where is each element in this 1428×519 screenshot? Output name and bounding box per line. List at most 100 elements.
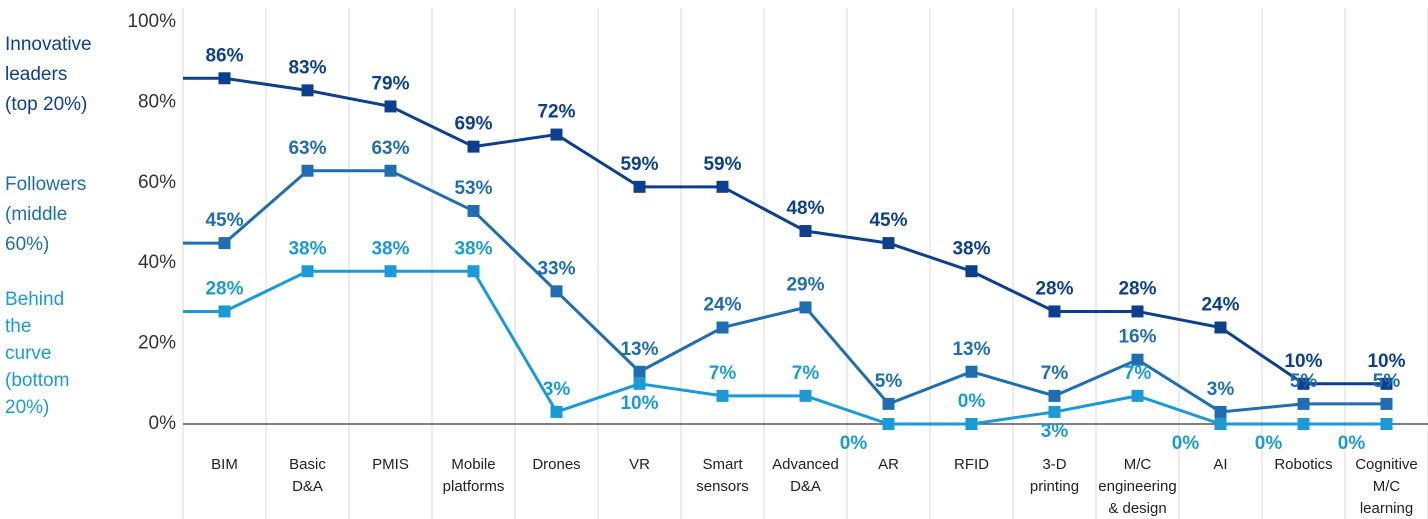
marker (1380, 397, 1393, 410)
data-label: 59% (703, 154, 741, 175)
x-tick-label: & design (1108, 500, 1166, 517)
data-label: 7% (1124, 363, 1152, 384)
data-label: 53% (454, 178, 492, 199)
legend-label: curve (5, 343, 51, 364)
marker (1297, 377, 1310, 390)
data-label: 5% (1373, 371, 1401, 392)
legend-label: (middle (5, 204, 67, 225)
data-label: 3% (543, 379, 571, 400)
marker (1131, 305, 1144, 318)
data-label: 28% (205, 278, 243, 299)
marker (1297, 418, 1310, 430)
legend-label: 60%) (5, 234, 49, 255)
marker (799, 225, 812, 238)
x-tick-label: Advanced (772, 456, 839, 473)
x-tick-label: RFID (954, 456, 989, 473)
data-label: 83% (288, 57, 326, 78)
data-label: 33% (537, 258, 575, 279)
marker (1380, 418, 1393, 430)
marker (218, 237, 231, 250)
x-tick-label: printing (1030, 478, 1079, 495)
marker (301, 164, 314, 177)
data-label: 13% (620, 339, 658, 360)
data-label: 24% (703, 295, 741, 316)
marker (1297, 397, 1310, 410)
data-label: 7% (709, 363, 737, 384)
data-label: 0% (1255, 433, 1283, 454)
y-tick-label: 20% (138, 333, 176, 354)
data-label: 48% (786, 198, 824, 219)
y-tick-label: 80% (138, 91, 176, 112)
marker (384, 164, 397, 177)
marker (550, 405, 563, 418)
data-label: 3% (1207, 379, 1235, 400)
legend-label: the (5, 316, 31, 337)
data-label: 0% (1172, 433, 1200, 454)
data-label: 86% (205, 45, 243, 66)
marker (1214, 418, 1227, 430)
data-label: 3% (1041, 421, 1069, 442)
x-tick-label: M/C (1124, 456, 1152, 473)
data-label: 45% (869, 210, 907, 231)
marker (799, 389, 812, 402)
data-label: 38% (952, 238, 990, 259)
data-label: 38% (288, 238, 326, 259)
x-tick-label: learning (1360, 500, 1413, 517)
data-label: 79% (371, 73, 409, 94)
series-line (183, 169, 1387, 414)
marker (1048, 389, 1061, 402)
marker (882, 397, 895, 410)
x-tick-label: BIM (211, 456, 238, 473)
x-tick-label: engineering (1098, 478, 1176, 495)
data-label: 10% (1367, 351, 1405, 372)
y-tick-label: 60% (138, 172, 176, 193)
marker (550, 128, 563, 141)
data-label: 10% (1284, 351, 1322, 372)
x-tick-label: 3-D (1042, 456, 1066, 473)
legend-label: leaders (5, 64, 67, 85)
data-label: 45% (205, 210, 243, 231)
y-tick-label: 0% (149, 413, 177, 434)
marker (716, 389, 729, 402)
data-label: 5% (1290, 371, 1318, 392)
x-tick-label: sensors (696, 478, 749, 495)
data-label: 63% (288, 138, 326, 159)
marker (965, 265, 978, 278)
data-label: 69% (454, 114, 492, 135)
marker (301, 84, 314, 97)
x-tick-label: M/C (1373, 478, 1401, 495)
marker (384, 265, 397, 278)
data-label: 16% (1118, 327, 1156, 348)
legend-label: 20%) (5, 397, 49, 418)
legend-label: Innovative (5, 34, 92, 55)
y-tick-label: 40% (138, 252, 176, 273)
x-tick-label: Cognitive (1355, 456, 1418, 473)
x-tick-label: AI (1213, 456, 1227, 473)
marker (1380, 377, 1393, 390)
data-label: 0% (1338, 433, 1366, 454)
data-label: 38% (454, 238, 492, 259)
data-label: 24% (1201, 295, 1239, 316)
x-tick-label: Drones (532, 456, 580, 473)
marker (799, 301, 812, 314)
data-label: 7% (1041, 363, 1069, 384)
x-tick-label: Smart (702, 456, 743, 473)
data-label: 5% (875, 371, 903, 392)
marker (1131, 389, 1144, 402)
marker (384, 100, 397, 113)
data-label: 59% (620, 154, 658, 175)
data-label: 7% (792, 363, 820, 384)
legend-label: (top 20%) (5, 94, 87, 115)
y-tick-label: 100% (127, 11, 176, 32)
data-label: 0% (840, 433, 868, 454)
x-tick-label: VR (629, 456, 650, 473)
marker (882, 418, 895, 430)
legend-label: (bottom (5, 370, 69, 391)
marker (467, 204, 480, 217)
marker (716, 180, 729, 193)
data-label: 0% (958, 391, 986, 412)
marker (301, 265, 314, 278)
x-tick-label: Basic (289, 456, 326, 473)
marker (965, 418, 978, 430)
